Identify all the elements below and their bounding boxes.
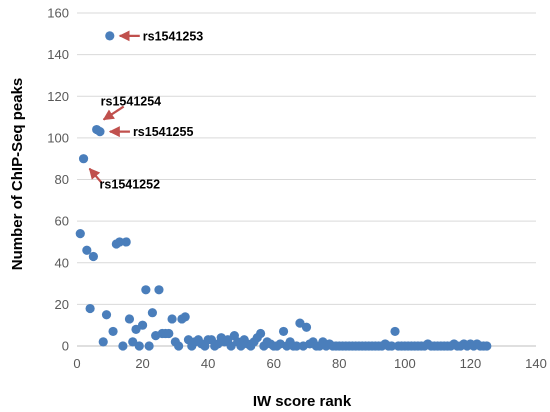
data-point xyxy=(105,31,115,41)
y-tick-label: 140 xyxy=(47,47,69,62)
annotation-label: rs1541252 xyxy=(100,178,161,192)
data-point xyxy=(134,341,144,351)
data-point xyxy=(115,237,125,247)
annotation-label: rs1541253 xyxy=(143,29,204,43)
data-point xyxy=(131,324,141,334)
data-point xyxy=(387,341,397,351)
data-point xyxy=(292,341,302,351)
x-tick-label: 40 xyxy=(201,356,215,371)
y-tick-label: 120 xyxy=(47,89,69,104)
data-points xyxy=(75,31,492,351)
data-point xyxy=(295,318,305,328)
data-point xyxy=(95,127,105,137)
data-point xyxy=(124,314,135,324)
x-tick-label: 80 xyxy=(332,356,346,371)
gridlines xyxy=(77,12,536,305)
data-point xyxy=(167,314,177,324)
data-point xyxy=(256,328,266,339)
data-point xyxy=(226,341,236,351)
x-tick-labels: 0 20 40 60 80 100 120 140 xyxy=(73,356,546,371)
data-point xyxy=(278,326,289,337)
data-point xyxy=(85,303,95,314)
data-point xyxy=(118,341,128,351)
data-point xyxy=(75,229,85,239)
data-point xyxy=(98,337,108,347)
y-tick-label: 100 xyxy=(47,130,69,145)
x-axis-title: IW score rank xyxy=(253,393,352,410)
data-point xyxy=(180,312,190,322)
annotation-arrow xyxy=(88,167,103,184)
data-point xyxy=(482,341,492,351)
y-tick-label: 60 xyxy=(55,214,69,229)
data-point xyxy=(78,154,89,164)
annotation-label: rs1541255 xyxy=(133,125,194,139)
data-point xyxy=(128,337,138,347)
data-point xyxy=(390,326,400,337)
data-point xyxy=(174,341,184,351)
x-tick-label: 100 xyxy=(394,356,416,371)
x-tick-label: 120 xyxy=(460,356,482,371)
data-point xyxy=(301,322,312,332)
x-tick-label: 0 xyxy=(73,356,80,371)
data-point xyxy=(141,285,151,295)
x-tick-label: 60 xyxy=(266,356,280,371)
y-tick-label: 0 xyxy=(62,339,69,354)
annotation-label: rs1541254 xyxy=(101,95,162,109)
data-point xyxy=(137,320,148,330)
y-tick-label: 160 xyxy=(47,6,69,21)
y-tick-label: 20 xyxy=(55,297,69,312)
annotations: rs1541253 rs1541254 rs1541255 rs1541252 xyxy=(88,29,204,192)
data-point xyxy=(108,326,118,337)
data-point xyxy=(164,328,174,339)
data-point xyxy=(147,308,158,318)
data-point xyxy=(144,341,154,351)
x-tick-label: 20 xyxy=(135,356,149,371)
y-tick-labels: 0 20 40 60 80 100 120 140 160 xyxy=(47,6,69,354)
data-point xyxy=(88,251,98,262)
data-point xyxy=(154,285,164,295)
y-tick-label: 80 xyxy=(55,172,69,187)
x-tick-label: 140 xyxy=(525,356,547,371)
data-point xyxy=(82,245,92,255)
y-axis-title: Number of ChIP-Seq peaks xyxy=(9,78,26,271)
annotation-arrow xyxy=(102,105,125,121)
data-point xyxy=(121,237,131,247)
y-tick-label: 40 xyxy=(55,255,69,270)
data-point xyxy=(101,310,112,320)
